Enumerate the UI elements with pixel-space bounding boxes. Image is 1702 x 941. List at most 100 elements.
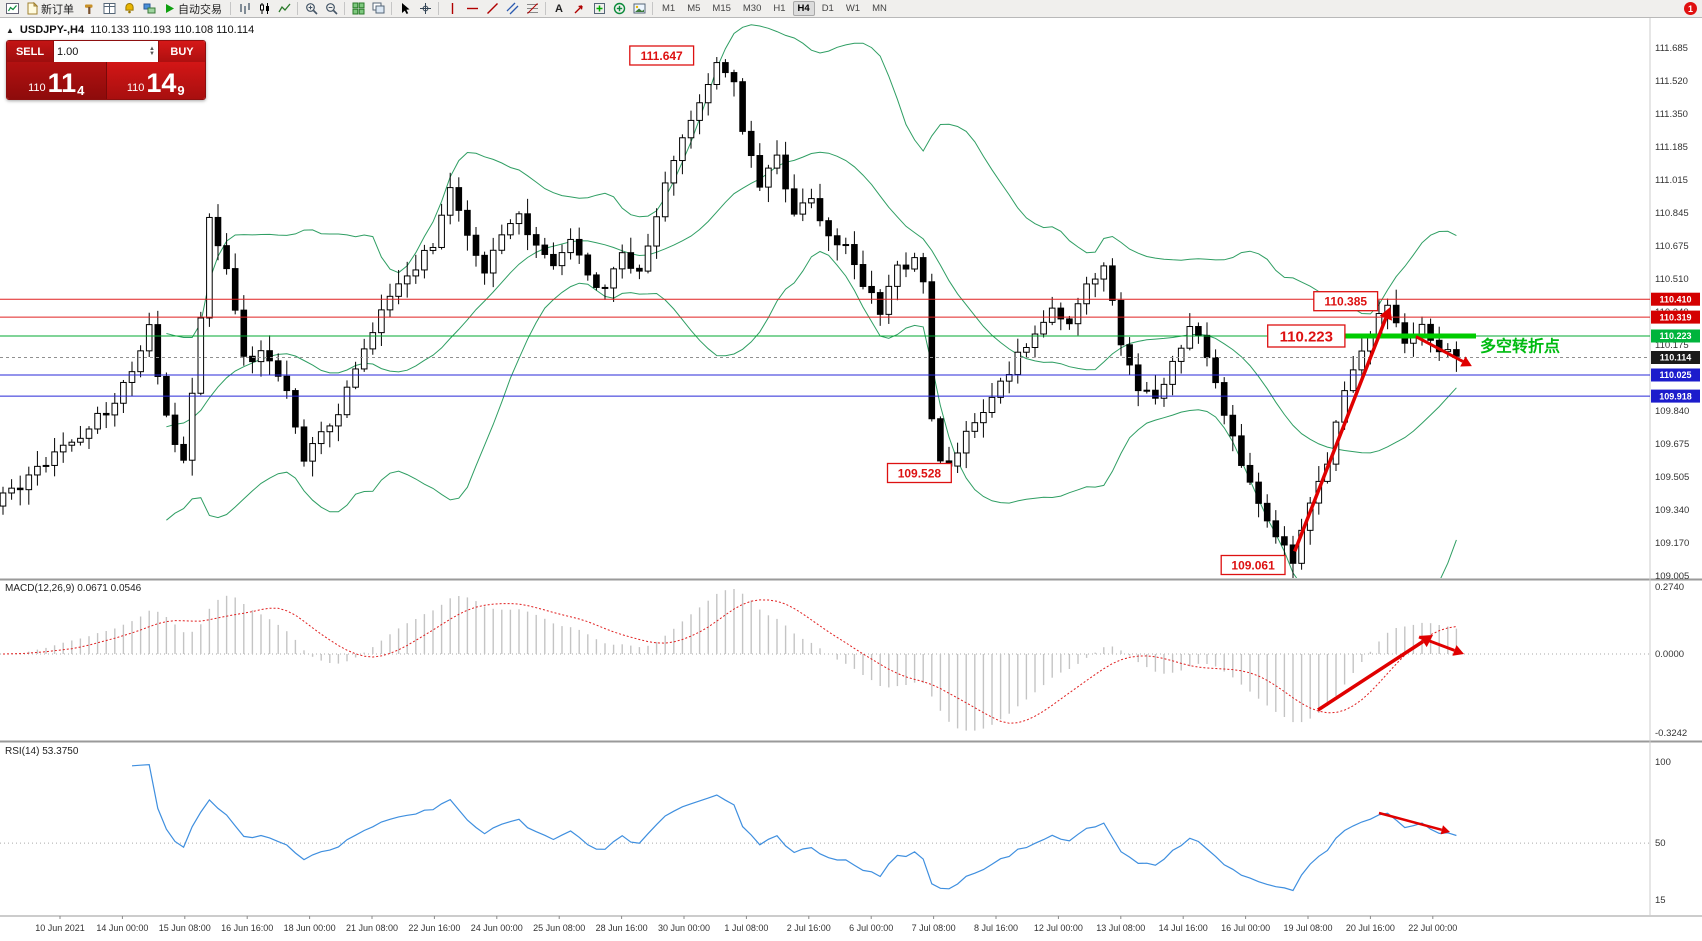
alerts-bell-icon[interactable] bbox=[119, 1, 139, 17]
svg-text:110.114: 110.114 bbox=[1660, 353, 1692, 363]
chart-annotations[interactable]: 111.647 110.385 110.223 109.528 109.061 多空转折点 bbox=[629, 45, 1560, 576]
price-tag[interactable]: 110.223 bbox=[1651, 329, 1700, 343]
time-axis-label: 12 Jul 00:00 bbox=[1034, 923, 1083, 933]
cascade-windows-icon[interactable] bbox=[368, 1, 388, 17]
trendline-tool-icon[interactable] bbox=[482, 1, 502, 17]
cursor-tool-icon[interactable] bbox=[395, 1, 415, 17]
price-axis-label: 109.005 bbox=[1655, 571, 1689, 582]
line-chart-type-icon[interactable] bbox=[274, 1, 294, 17]
new-order-button[interactable]: 新订单 bbox=[22, 1, 79, 17]
time-axis-label: 14 Jul 16:00 bbox=[1159, 923, 1208, 933]
zoom-in-icon[interactable] bbox=[301, 1, 321, 17]
channel-tool-icon[interactable] bbox=[502, 1, 522, 17]
price-annotation[interactable]: 111.647 bbox=[629, 45, 695, 66]
trend-arrow[interactable] bbox=[1293, 307, 1392, 553]
template-image-icon[interactable] bbox=[629, 1, 649, 17]
auto-trading-button[interactable]: 自动交易 bbox=[159, 1, 227, 17]
time-axis-label: 20 Jul 16:00 bbox=[1346, 923, 1395, 933]
price-axis-label: 110.845 bbox=[1655, 208, 1689, 219]
timeframe-m5[interactable]: M5 bbox=[687, 3, 701, 14]
timeframe-h1[interactable]: H1 bbox=[773, 3, 786, 14]
note-text[interactable]: 多空转折点 bbox=[1480, 337, 1560, 356]
time-axis-label: 10 Jun 2021 bbox=[35, 923, 85, 933]
price-annotation[interactable]: 109.528 bbox=[886, 462, 952, 484]
symbol-marker-icon: ▲ bbox=[6, 25, 14, 35]
toolbar-separator bbox=[297, 2, 298, 15]
market-watch-icon[interactable] bbox=[99, 1, 119, 17]
timeframe-d1[interactable]: D1 bbox=[821, 3, 834, 14]
fibonacci-tool-icon[interactable] bbox=[522, 1, 542, 17]
price-tag[interactable]: 110.025 bbox=[1651, 368, 1700, 382]
volume-field[interactable]: 1.00 ▲ ▼ bbox=[53, 41, 159, 62]
time-axis-label: 15 Jun 08:00 bbox=[159, 923, 211, 933]
terminal-layers-icon[interactable] bbox=[139, 1, 159, 17]
price-axis-label: 111.350 bbox=[1655, 109, 1688, 120]
svg-text:109.061: 109.061 bbox=[1231, 558, 1275, 572]
price-tag[interactable]: 109.918 bbox=[1651, 389, 1700, 403]
tile-windows-icon[interactable] bbox=[348, 1, 368, 17]
rsi-line bbox=[131, 763, 1457, 892]
shapes-tool-icon[interactable] bbox=[589, 1, 609, 17]
alert-badge[interactable]: 1 bbox=[1684, 2, 1697, 15]
chart-window-icon[interactable] bbox=[2, 1, 22, 17]
indicator-add-icon[interactable] bbox=[609, 1, 629, 17]
trend-arrow[interactable] bbox=[1415, 335, 1472, 367]
timeframe-mn[interactable]: MN bbox=[872, 3, 887, 14]
bar-chart-type-icon[interactable] bbox=[234, 1, 254, 17]
rsi-arrow[interactable] bbox=[1378, 811, 1450, 835]
price-annotation[interactable]: 110.385 bbox=[1313, 291, 1379, 312]
sell-button[interactable]: SELL bbox=[7, 41, 53, 62]
price-axis-label: 110.175 bbox=[1655, 340, 1689, 351]
toolbar-separator bbox=[652, 2, 653, 15]
vertical-line-tool-icon[interactable] bbox=[442, 1, 462, 17]
time-axis-label: 28 Jun 16:00 bbox=[596, 923, 648, 933]
timeframe-h4[interactable]: H4 bbox=[792, 1, 815, 16]
timeframe-w1[interactable]: W1 bbox=[845, 3, 861, 14]
timeframe-m15[interactable]: M15 bbox=[712, 3, 731, 14]
price-tag[interactable]: 110.319 bbox=[1651, 310, 1700, 324]
buy-price-big: 14 bbox=[146, 68, 177, 98]
price-axis-label: 109.505 bbox=[1655, 472, 1689, 483]
svg-text:110.410: 110.410 bbox=[1659, 294, 1691, 304]
price-annotation[interactable]: 110.223 bbox=[1267, 324, 1346, 348]
price-tag[interactable]: 110.410 bbox=[1651, 292, 1700, 306]
price-axis[interactable]: 111.685 111.520 111.350 111.185 111.015 110.8… bbox=[1651, 43, 1700, 906]
toolbar: 新订单 自动交易 bbox=[0, 0, 1702, 18]
buy-button[interactable]: BUY bbox=[159, 41, 205, 62]
macd-arrow[interactable] bbox=[1418, 635, 1464, 656]
rsi-axis-label: 100 bbox=[1655, 757, 1671, 768]
time-axis-label: 16 Jul 00:00 bbox=[1221, 923, 1270, 933]
volume-up-icon[interactable]: ▲ bbox=[149, 45, 155, 52]
price-axis-label: 111.185 bbox=[1655, 142, 1688, 153]
time-axis-label: 6 Jul 00:00 bbox=[849, 923, 893, 933]
toolbar-separator bbox=[545, 2, 546, 15]
hammer-icon[interactable] bbox=[79, 1, 99, 17]
time-axis[interactable]: 10 Jun 2021 14 Jun 00:00 15 Jun 08:00 16 Ju… bbox=[35, 916, 1457, 933]
svg-text:109.528: 109.528 bbox=[898, 466, 942, 480]
time-axis-label: 22 Jun 16:00 bbox=[408, 923, 460, 933]
time-axis-label: 21 Jun 08:00 bbox=[346, 923, 398, 933]
timeframe-group: M1 M5 M15 M30 H1 H4 D1 W1 MN bbox=[656, 1, 893, 16]
price-annotation[interactable]: 109.061 bbox=[1220, 554, 1286, 576]
macd-label: MACD(12,26,9) 0.0671 0.0546 bbox=[5, 583, 142, 594]
timeframe-m1[interactable]: M1 bbox=[662, 3, 676, 14]
horizontal-line-tool-icon[interactable] bbox=[462, 1, 482, 17]
crosshair-tool-icon[interactable] bbox=[415, 1, 435, 17]
time-axis-label: 24 Jun 00:00 bbox=[471, 923, 523, 933]
volume-stepper[interactable]: ▲ ▼ bbox=[149, 45, 155, 57]
zoom-out-icon[interactable] bbox=[321, 1, 341, 17]
timeframe-m30[interactable]: M30 bbox=[742, 3, 762, 14]
svg-text:110.223: 110.223 bbox=[1659, 331, 1691, 341]
arrow-tool-icon[interactable] bbox=[569, 1, 589, 17]
time-axis-label: 7 Jul 08:00 bbox=[912, 923, 956, 933]
buy-price-button[interactable]: 110 14 9 bbox=[106, 62, 205, 99]
volume-down-icon[interactable]: ▼ bbox=[149, 50, 155, 57]
toolbar-separator bbox=[230, 2, 231, 15]
sell-price-button[interactable]: 110 11 4 bbox=[7, 62, 107, 99]
price-axis-label: 110.675 bbox=[1655, 241, 1689, 252]
price-tag[interactable]: 110.114 bbox=[1651, 351, 1700, 364]
buy-price-prefix: 110 bbox=[126, 82, 145, 94]
text-tool-button[interactable]: A bbox=[555, 2, 563, 15]
candlestick-type-icon[interactable] bbox=[254, 1, 274, 17]
